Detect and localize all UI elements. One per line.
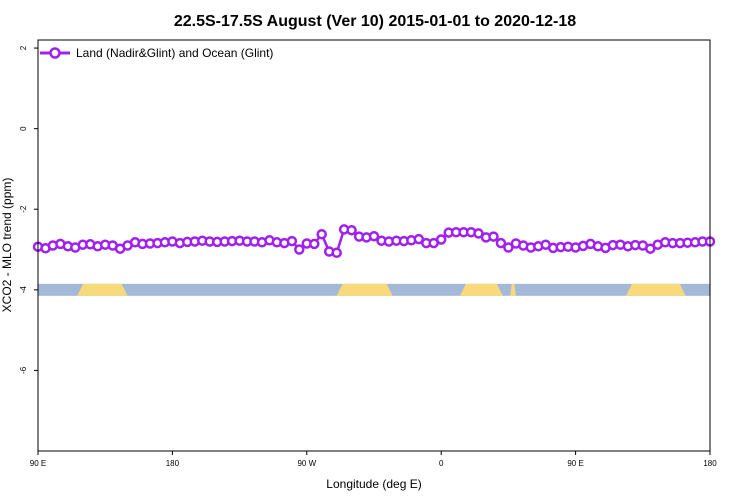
chart-title: 22.5S-17.5S August (Ver 10) 2015-01-01 t… <box>174 13 576 30</box>
axes: 90 E 180 90 W 0 90 E 180 2 0 -2 -4 -6 <box>19 45 717 468</box>
data-point <box>331 247 342 259</box>
series-layer <box>32 224 716 259</box>
x-tick-label: 0 <box>439 459 444 468</box>
x-axis-label: Longitude (deg E) <box>326 477 421 491</box>
legend-label: Land (Nadir&Glint) and Ocean (Glint) <box>76 46 273 60</box>
data-point <box>503 242 514 253</box>
y-tick-label: -2 <box>19 205 28 213</box>
x-tick-label: 90 E <box>30 459 46 468</box>
x-tick-label: 180 <box>703 459 717 468</box>
y-tick-label: -4 <box>19 286 28 294</box>
data-point <box>316 228 327 240</box>
land-segment <box>77 283 128 296</box>
data-point <box>473 228 484 239</box>
y-tick-label: -6 <box>19 366 28 374</box>
data-point <box>435 234 447 245</box>
legend: Land (Nadir&Glint) and Ocean (Glint) <box>40 46 273 60</box>
data-point <box>488 231 499 242</box>
x-tick-label: 90 W <box>297 459 316 468</box>
data-point <box>413 233 425 245</box>
data-point <box>286 235 298 247</box>
land-segment <box>459 283 503 296</box>
land-segment <box>336 283 393 296</box>
plot-frame <box>37 39 711 452</box>
y-tick-label: 2 <box>19 45 28 50</box>
data-point <box>495 237 507 249</box>
data-point <box>346 224 357 236</box>
x-tick-label: 90 E <box>567 459 583 468</box>
data-point <box>294 244 305 255</box>
data-point <box>309 238 320 250</box>
land-segment <box>510 283 516 296</box>
y-axis-label: XCO2 - MLO trend (ppm) <box>0 178 14 313</box>
x-tick-label: 180 <box>166 459 180 468</box>
data-point <box>368 230 380 242</box>
land-segment <box>626 283 686 296</box>
legend-marker <box>49 47 61 59</box>
land-ocean-strip <box>38 283 710 296</box>
y-tick-label: 0 <box>19 126 28 131</box>
